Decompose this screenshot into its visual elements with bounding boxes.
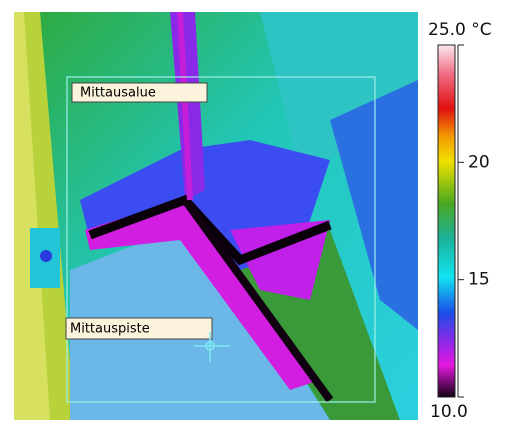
color-scale [437, 44, 456, 398]
thermal-image [14, 11, 418, 420]
scale-tick-label: 25.0 °C [428, 20, 492, 40]
scale-tick-label: 20 [468, 152, 490, 172]
spot-label-box [65, 317, 213, 340]
scale-tick-label: 10.0 [430, 402, 468, 421]
spot-crosshair [194, 332, 230, 362]
area-label: Mittausalue [80, 86, 156, 101]
area-label-box [71, 82, 208, 103]
measurement-area [66, 76, 376, 403]
scale-tick-label: 15 [468, 270, 490, 290]
spot-label: Mittauspiste [70, 322, 150, 337]
